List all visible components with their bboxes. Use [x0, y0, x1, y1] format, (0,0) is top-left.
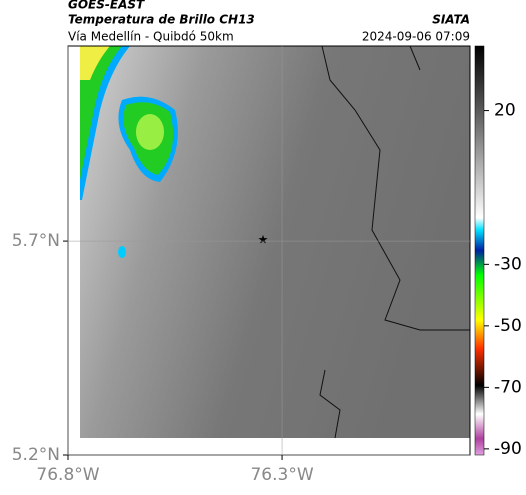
lon-label: 76.3°W	[250, 465, 313, 485]
colorbar-label: 20	[494, 101, 516, 121]
colorbar	[474, 45, 485, 456]
product: Temperatura de Brillo CH13	[68, 13, 255, 27]
colorbar-label: -70	[494, 377, 522, 397]
colorbar-label: -30	[494, 254, 522, 274]
satellite-image: ★	[80, 45, 470, 439]
colorbar-label: -50	[494, 316, 522, 336]
datetime: 2024-09-06 07:09	[362, 30, 470, 44]
location-marker: ★	[258, 233, 269, 247]
route: Vía Medellín - Quibdó 50km	[68, 30, 234, 44]
lat-label: 5.2°N	[12, 445, 60, 465]
agency: SIATA	[432, 13, 470, 27]
lat-label: 5.7°N	[12, 231, 60, 251]
lon-label: 76.8°W	[36, 465, 99, 485]
colorbar-label: -90	[494, 439, 522, 459]
source: GOES-EAST	[68, 0, 145, 12]
